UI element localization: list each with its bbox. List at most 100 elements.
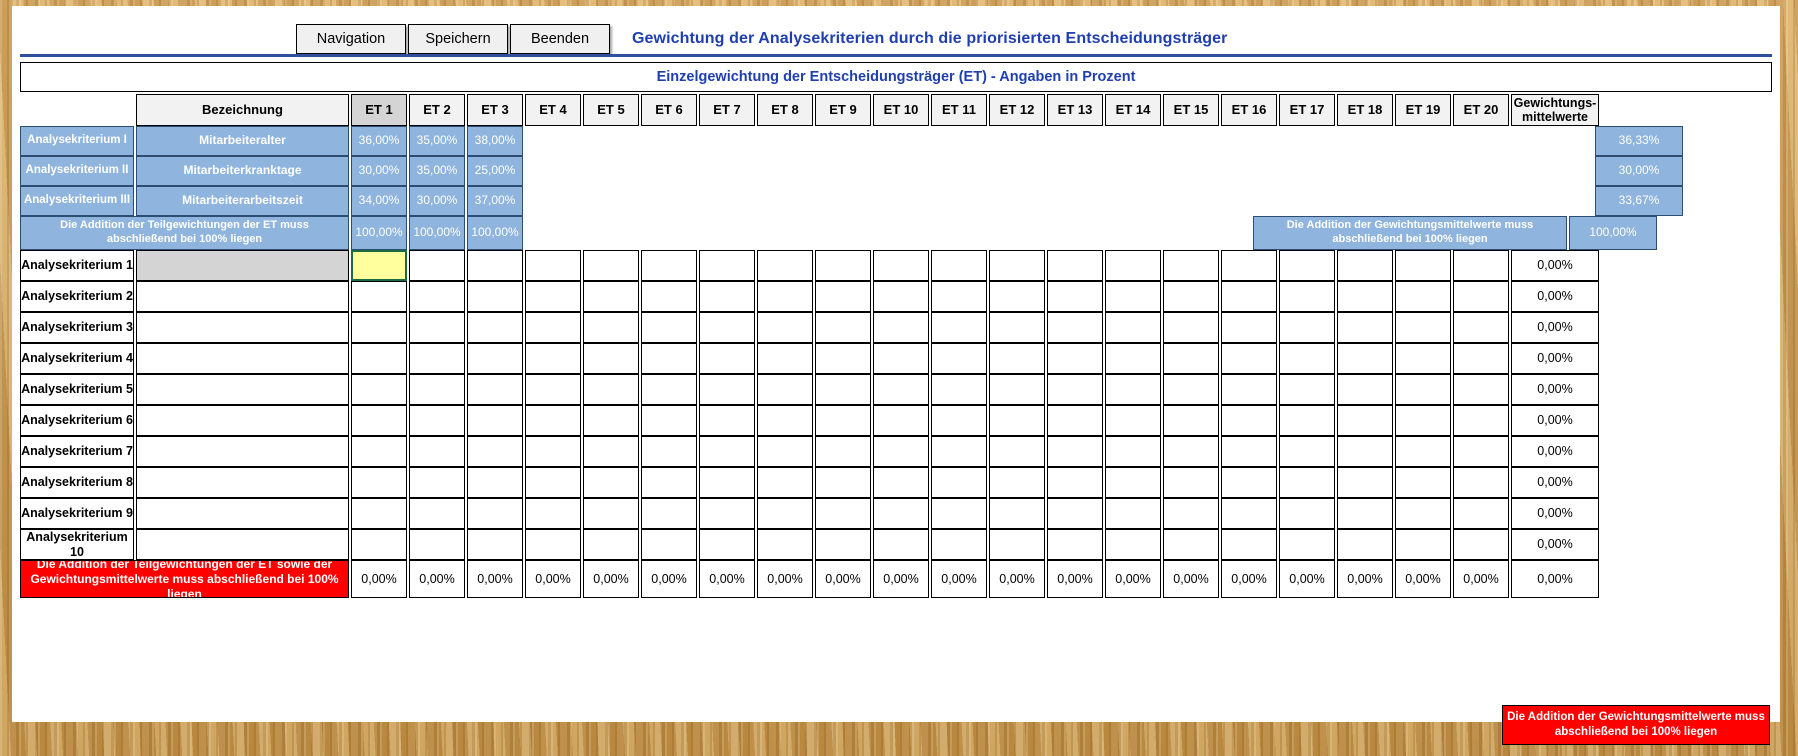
input-cell-4-et8[interactable] (757, 343, 813, 374)
input-cell-8-et18[interactable] (1337, 467, 1393, 498)
input-cell-3-et20[interactable] (1453, 312, 1509, 343)
input-cell-5-et5[interactable] (583, 374, 639, 405)
input-cell-2-et7[interactable] (699, 281, 755, 312)
input-cell-10-et1[interactable] (351, 529, 407, 560)
input-cell-10-et11[interactable] (931, 529, 987, 560)
cell-et2[interactable]: 35,00% (409, 126, 465, 156)
input-cell-2-et3[interactable] (467, 281, 523, 312)
input-cell-2-et8[interactable] (757, 281, 813, 312)
header-et-3[interactable]: ET 3 (467, 94, 523, 126)
input-cell-6-et9[interactable] (815, 405, 871, 436)
header-et-17[interactable]: ET 17 (1279, 94, 1335, 126)
input-cell-8-et5[interactable] (583, 467, 639, 498)
input-cell-5-et13[interactable] (1047, 374, 1103, 405)
input-cell-3-et9[interactable] (815, 312, 871, 343)
input-cell-5-et16[interactable] (1221, 374, 1277, 405)
input-cell-10-et14[interactable] (1105, 529, 1161, 560)
input-cell-5-et8[interactable] (757, 374, 813, 405)
input-cell-10-et4[interactable] (525, 529, 581, 560)
bezeichnung-input[interactable] (136, 281, 349, 312)
input-cell-1-et2[interactable] (409, 250, 465, 281)
input-cell-5-et11[interactable] (931, 374, 987, 405)
bezeichnung-input[interactable] (136, 436, 349, 467)
input-cell-2-et5[interactable] (583, 281, 639, 312)
input-cell-7-et16[interactable] (1221, 436, 1277, 467)
cell-et3[interactable]: 25,00% (467, 156, 523, 186)
input-cell-10-et5[interactable] (583, 529, 639, 560)
input-cell-7-et17[interactable] (1279, 436, 1335, 467)
input-cell-10-et16[interactable] (1221, 529, 1277, 560)
input-cell-3-et6[interactable] (641, 312, 697, 343)
input-cell-2-et19[interactable] (1395, 281, 1451, 312)
input-cell-7-et7[interactable] (699, 436, 755, 467)
cell-et2[interactable]: 30,00% (409, 186, 465, 216)
input-cell-4-et4[interactable] (525, 343, 581, 374)
header-et-6[interactable]: ET 6 (641, 94, 697, 126)
header-et-7[interactable]: ET 7 (699, 94, 755, 126)
input-cell-2-et15[interactable] (1163, 281, 1219, 312)
input-cell-2-et2[interactable] (409, 281, 465, 312)
input-cell-5-et14[interactable] (1105, 374, 1161, 405)
input-cell-4-et9[interactable] (815, 343, 871, 374)
input-cell-2-et18[interactable] (1337, 281, 1393, 312)
input-cell-8-et9[interactable] (815, 467, 871, 498)
input-cell-2-et14[interactable] (1105, 281, 1161, 312)
input-cell-10-et17[interactable] (1279, 529, 1335, 560)
input-cell-7-et20[interactable] (1453, 436, 1509, 467)
input-cell-6-et16[interactable] (1221, 405, 1277, 436)
input-cell-5-et12[interactable] (989, 374, 1045, 405)
input-cell-3-et2[interactable] (409, 312, 465, 343)
row-bezeichnung[interactable]: Mitarbeiteralter (136, 126, 349, 156)
input-cell-9-et18[interactable] (1337, 498, 1393, 529)
input-cell-6-et12[interactable] (989, 405, 1045, 436)
input-cell-4-et1[interactable] (351, 343, 407, 374)
input-cell-5-et18[interactable] (1337, 374, 1393, 405)
input-cell-8-et13[interactable] (1047, 467, 1103, 498)
header-et-5[interactable]: ET 5 (583, 94, 639, 126)
input-cell-8-et10[interactable] (873, 467, 929, 498)
header-et-9[interactable]: ET 9 (815, 94, 871, 126)
input-cell-2-et13[interactable] (1047, 281, 1103, 312)
input-cell-10-et8[interactable] (757, 529, 813, 560)
header-et-20[interactable]: ET 20 (1453, 94, 1509, 126)
input-cell-6-et14[interactable] (1105, 405, 1161, 436)
input-cell-1-et11[interactable] (931, 250, 987, 281)
input-cell-2-et9[interactable] (815, 281, 871, 312)
input-cell-5-et1[interactable] (351, 374, 407, 405)
bezeichnung-input[interactable] (136, 529, 349, 560)
header-et-11[interactable]: ET 11 (931, 94, 987, 126)
input-cell-6-et18[interactable] (1337, 405, 1393, 436)
input-cell-6-et7[interactable] (699, 405, 755, 436)
input-cell-10-et7[interactable] (699, 529, 755, 560)
input-cell-4-et18[interactable] (1337, 343, 1393, 374)
input-cell-6-et17[interactable] (1279, 405, 1335, 436)
input-cell-7-et5[interactable] (583, 436, 639, 467)
input-cell-1-et12[interactable] (989, 250, 1045, 281)
input-cell-3-et18[interactable] (1337, 312, 1393, 343)
input-cell-4-et14[interactable] (1105, 343, 1161, 374)
input-cell-3-et12[interactable] (989, 312, 1045, 343)
input-cell-1-et18[interactable] (1337, 250, 1393, 281)
input-cell-9-et12[interactable] (989, 498, 1045, 529)
input-cell-2-et1[interactable] (351, 281, 407, 312)
input-cell-1-et20[interactable] (1453, 250, 1509, 281)
input-cell-4-et3[interactable] (467, 343, 523, 374)
input-cell-5-et19[interactable] (1395, 374, 1451, 405)
bezeichnung-input[interactable] (136, 498, 349, 529)
input-cell-7-et10[interactable] (873, 436, 929, 467)
row-bezeichnung[interactable]: Mitarbeiterarbeitszeit (136, 186, 349, 216)
input-cell-4-et13[interactable] (1047, 343, 1103, 374)
header-et-2[interactable]: ET 2 (409, 94, 465, 126)
input-cell-3-et4[interactable] (525, 312, 581, 343)
input-cell-8-et14[interactable] (1105, 467, 1161, 498)
input-cell-7-et2[interactable] (409, 436, 465, 467)
input-cell-10-et6[interactable] (641, 529, 697, 560)
input-cell-7-et12[interactable] (989, 436, 1045, 467)
bezeichnung-input[interactable] (136, 250, 349, 281)
input-cell-2-et4[interactable] (525, 281, 581, 312)
input-cell-7-et14[interactable] (1105, 436, 1161, 467)
input-cell-9-et14[interactable] (1105, 498, 1161, 529)
input-cell-2-et17[interactable] (1279, 281, 1335, 312)
bezeichnung-input[interactable] (136, 374, 349, 405)
input-cell-8-et20[interactable] (1453, 467, 1509, 498)
